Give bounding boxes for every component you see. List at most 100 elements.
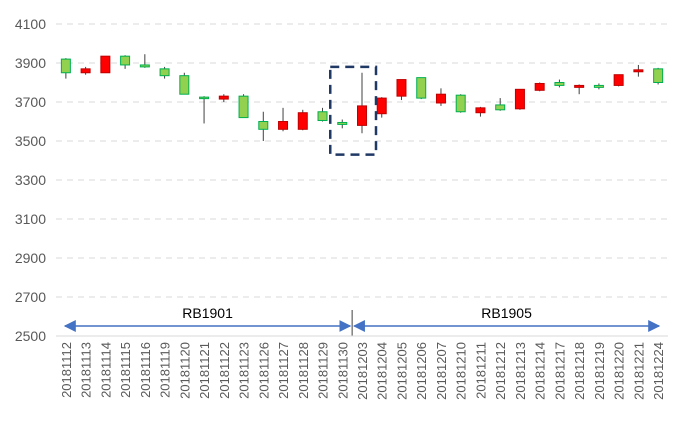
candle-body	[396, 79, 407, 97]
x-tick-label: 20181114	[98, 342, 113, 398]
candle-body	[100, 55, 111, 74]
x-tick-label: 20181203	[355, 342, 370, 400]
contract-label: RB1901	[182, 305, 233, 321]
y-tick-label: 2900	[15, 250, 46, 266]
x-tick-label: 20181206	[414, 342, 429, 400]
x-tick-label: 20181204	[375, 342, 390, 400]
x-tick-label: 20181211	[473, 342, 488, 399]
candle	[238, 94, 249, 119]
candle	[633, 64, 644, 77]
candle	[278, 107, 289, 132]
y-tick-label: 3300	[15, 172, 46, 188]
candle	[593, 83, 604, 90]
candle-body	[653, 68, 664, 83]
candle-body	[495, 104, 506, 111]
candle-body	[218, 95, 229, 100]
x-tick-label: 20181120	[177, 342, 192, 399]
x-tick-label: 20181127	[276, 342, 291, 399]
candles	[60, 54, 664, 141]
x-tick-label: 20181123	[237, 342, 252, 399]
candle-body	[139, 64, 150, 68]
candle	[120, 55, 131, 69]
candle-body	[534, 82, 545, 91]
x-tick-label: 20181129	[316, 342, 331, 399]
candle	[613, 74, 624, 87]
x-tick-label: 20181207	[434, 342, 449, 400]
candle	[574, 84, 585, 95]
candle	[376, 97, 387, 118]
candle-body	[475, 107, 486, 114]
annotations: RB1901 RB1905	[56, 65, 668, 337]
grid-lines	[56, 23, 668, 337]
candle-body	[337, 121, 348, 125]
candle	[495, 98, 506, 111]
candle	[317, 107, 328, 122]
candle-body	[120, 55, 131, 66]
x-tick-label: 20181128	[296, 342, 311, 399]
candle	[60, 58, 71, 79]
candle	[416, 77, 427, 100]
candle	[653, 67, 664, 85]
y-tick-label: 3700	[15, 94, 46, 110]
x-tick-label: 20181217	[552, 342, 567, 400]
candle-body	[455, 94, 466, 113]
candle-body	[278, 121, 289, 130]
candle-body	[159, 68, 170, 77]
candle	[179, 72, 190, 95]
x-tick-label: 20181113	[79, 342, 94, 398]
candle-body	[633, 69, 644, 73]
candle	[475, 106, 486, 117]
candle-body	[416, 77, 427, 99]
candle	[554, 79, 565, 88]
candle-body	[613, 74, 624, 86]
candle	[534, 82, 545, 92]
x-tick-label: 20181112	[59, 342, 74, 398]
candle	[100, 55, 111, 74]
candle-body	[435, 93, 446, 104]
candle-body	[376, 97, 387, 115]
x-tick-label: 20181214	[533, 342, 548, 400]
x-tick-label: 20181126	[256, 342, 271, 399]
candle-body	[554, 82, 565, 86]
x-tick-label: 20181218	[572, 342, 587, 400]
candle	[337, 119, 348, 129]
candle	[159, 66, 170, 79]
x-tick-label: 20181212	[493, 342, 508, 400]
y-tick-label: 3500	[15, 133, 46, 149]
candle-body	[593, 84, 604, 88]
candle-body	[60, 58, 71, 74]
candle-body	[574, 84, 585, 88]
candle	[435, 88, 446, 106]
x-tick-label: 20181122	[217, 342, 232, 399]
contract-label: RB1905	[481, 305, 532, 321]
candle	[297, 109, 308, 131]
candle	[139, 54, 150, 68]
candle	[80, 66, 91, 75]
x-tick-label: 20181220	[612, 342, 627, 400]
x-tick-label: 20181213	[513, 342, 528, 400]
y-tick-label: 3900	[15, 55, 46, 71]
x-tick-label: 20181119	[158, 342, 173, 398]
candle	[199, 96, 210, 124]
x-tick-label: 20181115	[118, 342, 133, 398]
candle-body	[357, 105, 367, 126]
candle-body	[199, 96, 210, 100]
x-tick-label: 20181130	[335, 342, 350, 399]
candle	[218, 94, 229, 102]
candle	[357, 72, 367, 134]
candle-body	[297, 112, 308, 130]
candle-body	[514, 88, 525, 110]
y-tick-label: 4100	[15, 16, 46, 32]
candle	[258, 111, 269, 141]
candle	[396, 79, 407, 101]
y-tick-label: 3100	[15, 211, 46, 227]
x-tick-label: 20181116	[138, 342, 153, 398]
x-tick-label: 20181205	[394, 342, 409, 400]
candle-body	[179, 75, 190, 95]
candle	[455, 94, 466, 113]
candle-body	[258, 121, 269, 130]
candle-body	[238, 95, 249, 119]
candle-body	[317, 111, 328, 122]
x-tick-label: 20181121	[197, 342, 212, 399]
